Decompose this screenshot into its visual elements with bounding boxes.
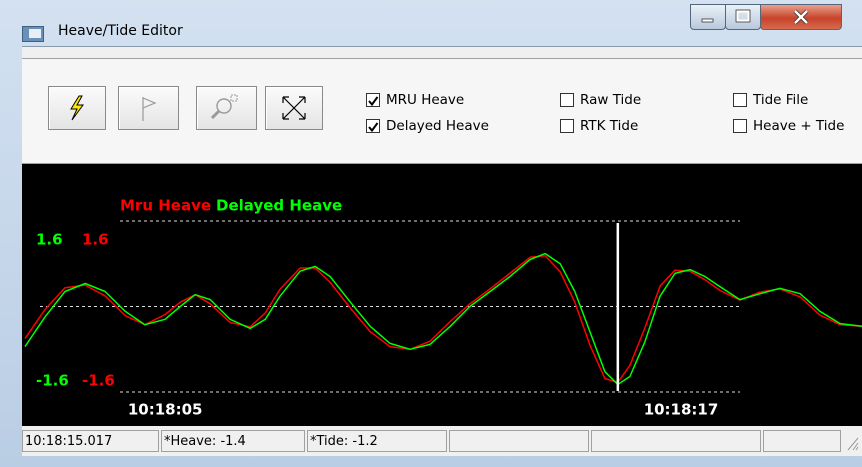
checkbox-box[interactable] — [366, 93, 380, 107]
check-mark — [368, 96, 379, 107]
status-pane — [763, 430, 841, 452]
status-pane: 10:18:15.017 — [22, 430, 159, 452]
window-title: Heave/Tide Editor — [58, 23, 183, 39]
checkbox-label: MRU Heave — [386, 92, 465, 108]
zoom-icon — [210, 94, 238, 120]
client-area: MRU Heave Delayed Heave Raw Tide RTK Tide Ti… — [22, 46, 862, 456]
legend-entry: Mru Heave — [120, 197, 211, 215]
size-grip[interactable] — [844, 434, 860, 452]
fit-icon — [282, 96, 306, 120]
status-pane: *Tide: -1.2 — [307, 430, 447, 452]
chart-background — [22, 164, 862, 426]
checkbox-label: Heave + Tide — [753, 118, 845, 134]
minimize-button[interactable] — [690, 4, 726, 30]
minimize-icon — [701, 18, 714, 23]
checkbox-box[interactable] — [733, 119, 747, 133]
flag-button[interactable] — [118, 86, 179, 130]
toolbar: MRU Heave Delayed Heave Raw Tide RTK Tide Ti… — [22, 58, 862, 164]
y2-tick-label: -1.6 — [82, 372, 115, 390]
checkbox-label: Delayed Heave — [386, 118, 489, 134]
run-button[interactable] — [48, 86, 106, 130]
checkbox-box[interactable] — [560, 93, 574, 107]
zoom-button[interactable] — [196, 86, 257, 130]
checkbox-label: RTK Tide — [580, 118, 639, 134]
x-tick-label: 10:18:05 — [128, 401, 203, 419]
status-pane — [591, 430, 761, 452]
y2-tick-label: 1.6 — [82, 231, 109, 249]
series-line — [24, 254, 862, 384]
close-button[interactable] — [760, 4, 842, 30]
maximize-button[interactable] — [725, 4, 761, 30]
series-line — [24, 252, 862, 386]
window-icon — [22, 26, 44, 42]
check-mark — [368, 122, 379, 133]
chart: Mru Heave Delayed Heave -1.6 1.6 -1.6 1.6 10:1… — [22, 164, 862, 426]
checkbox-box[interactable] — [366, 119, 380, 133]
close-icon — [793, 9, 809, 25]
status-pane: *Heave: -1.4 — [161, 430, 305, 452]
checkbox-box[interactable] — [733, 93, 747, 107]
x-tick-label: 10:18:17 — [644, 401, 719, 419]
checkbox-label: Raw Tide — [580, 92, 642, 108]
flag-icon — [142, 97, 157, 121]
fit-button[interactable] — [265, 86, 323, 130]
y-tick-label: -1.6 — [36, 372, 69, 390]
maximize-icon — [735, 9, 751, 23]
status-bar: 10:18:15.017 *Heave: -1.4 *Tide: -1.2 — [22, 428, 862, 456]
checkbox-label: Tide File — [753, 92, 809, 108]
legend-entry: Delayed Heave — [216, 197, 342, 215]
checkbox-box[interactable] — [560, 119, 574, 133]
y-tick-label: 1.6 — [36, 231, 63, 249]
status-pane — [449, 430, 589, 452]
lightning-icon — [70, 95, 84, 121]
